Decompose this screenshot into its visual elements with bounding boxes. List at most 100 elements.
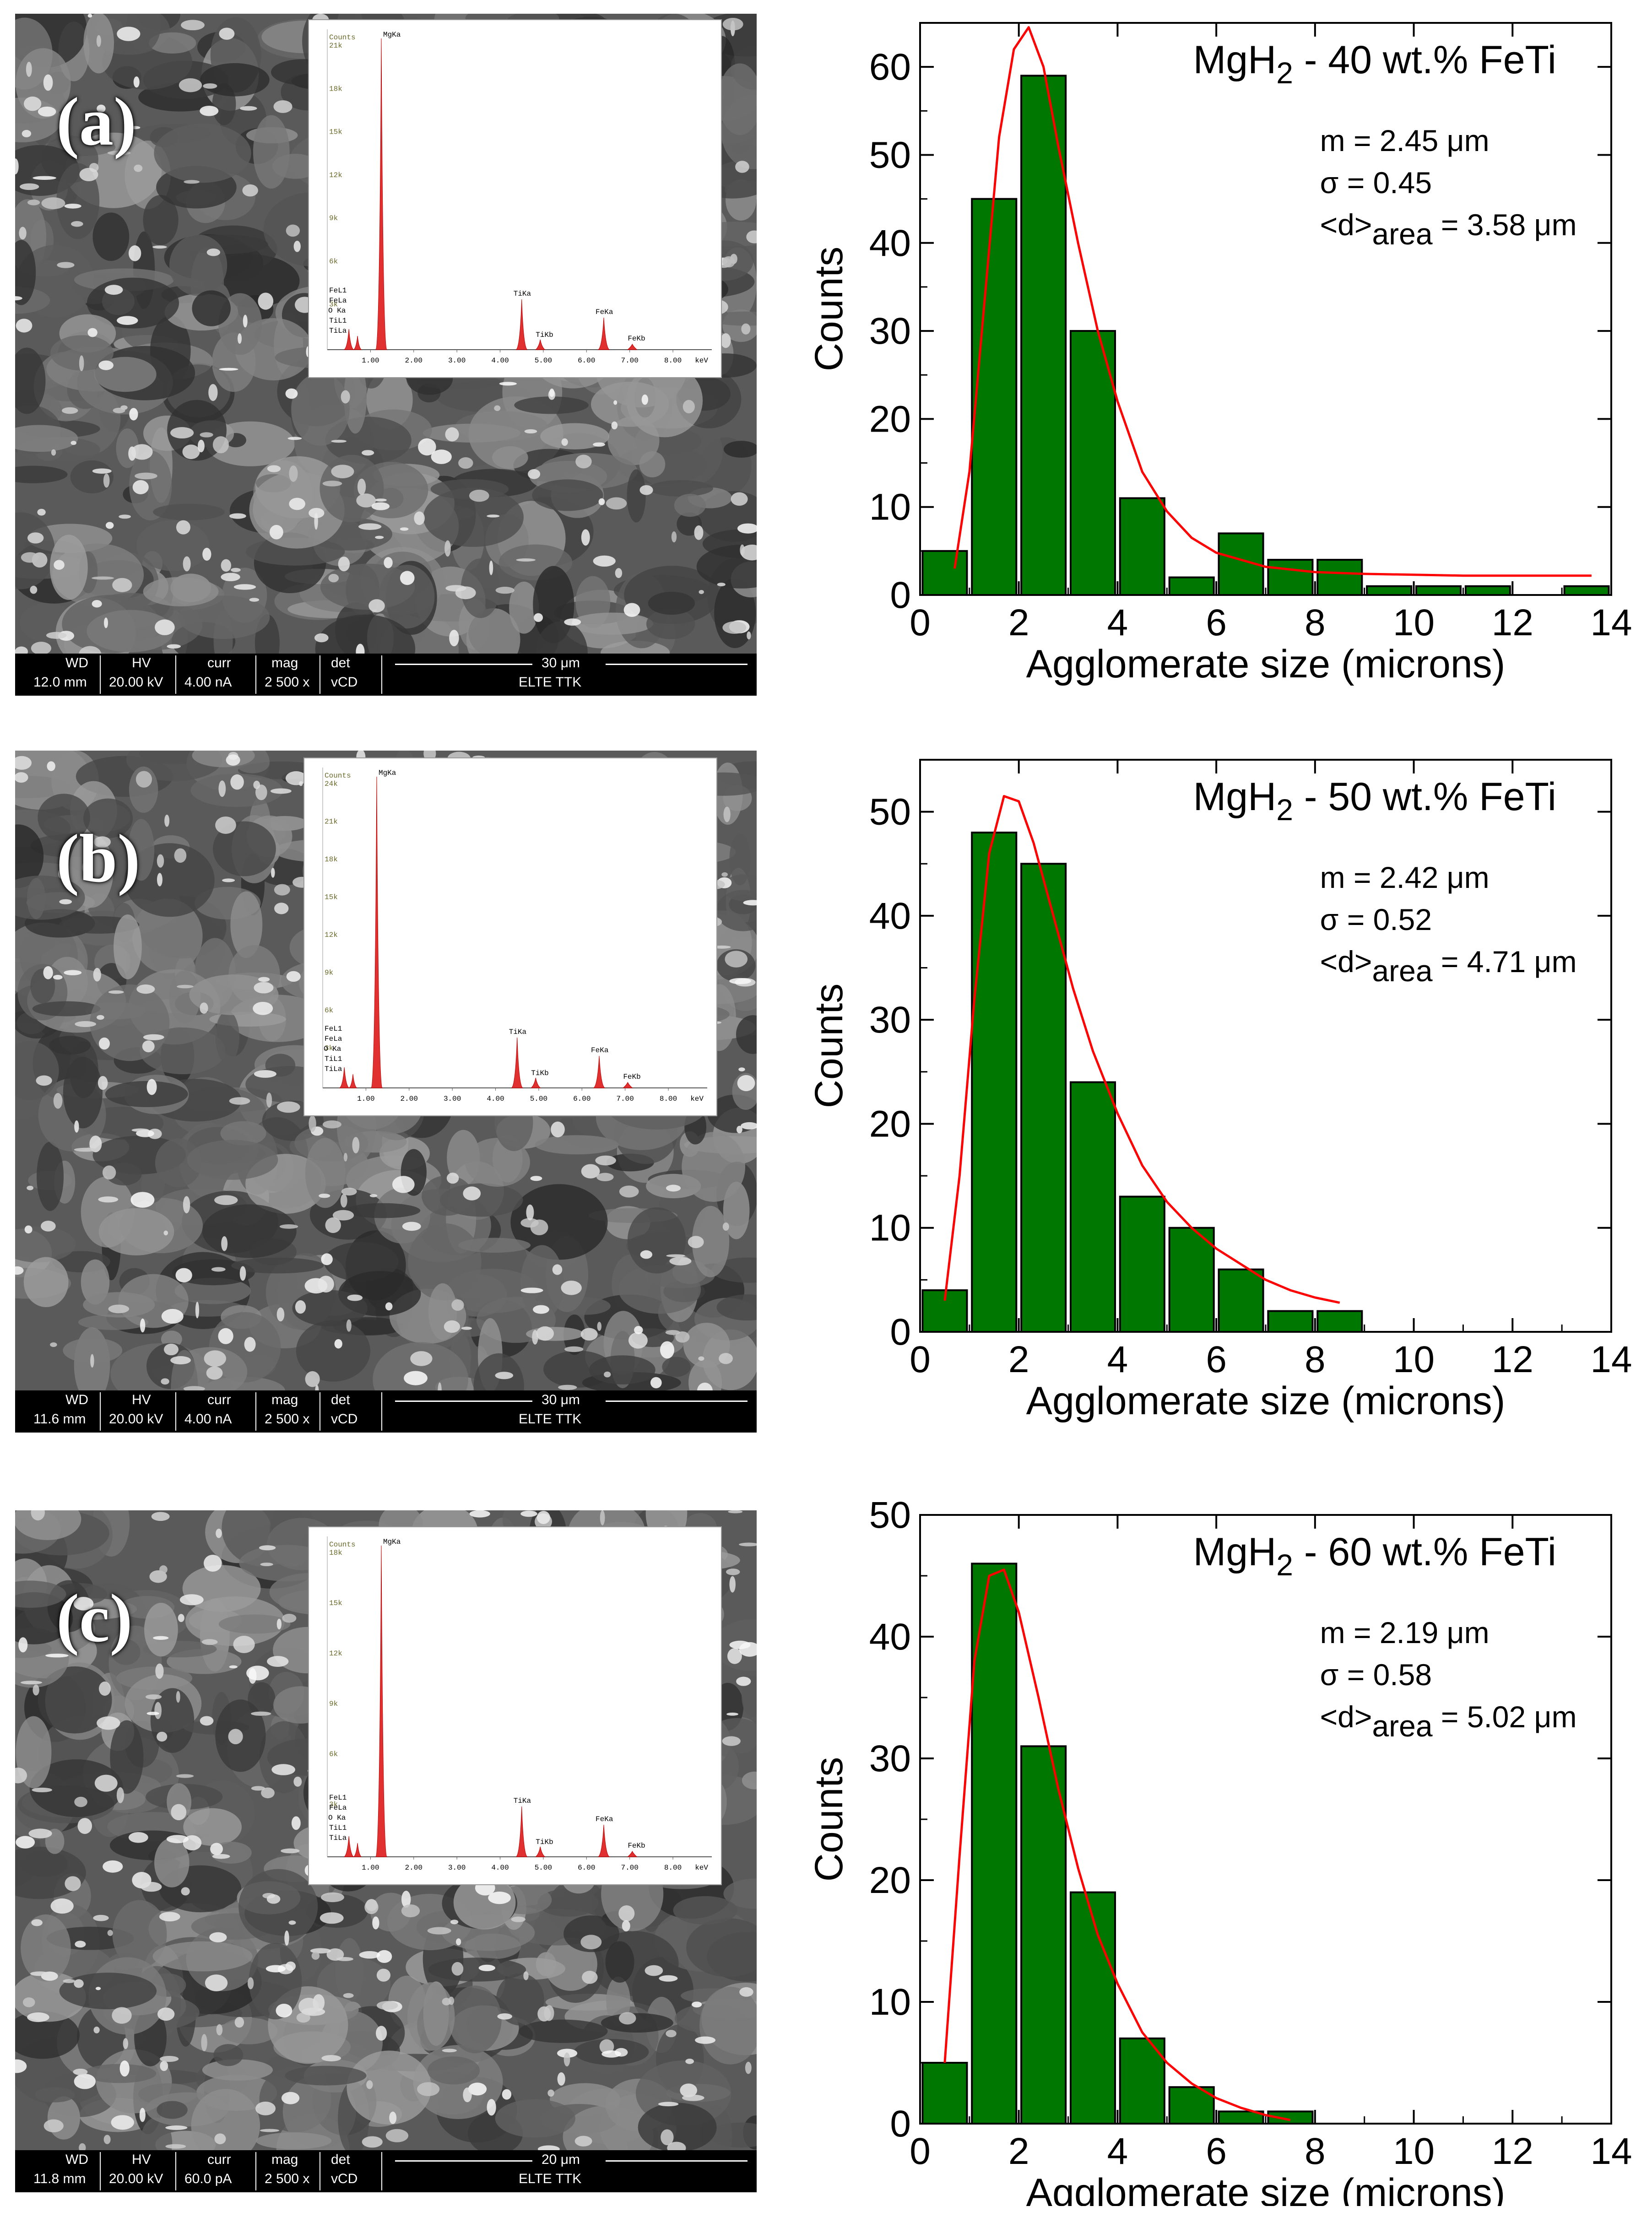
stat-mean-area: <d>area = 5.02 μm xyxy=(1320,1700,1577,1743)
sem-bright-particle xyxy=(343,1152,348,1162)
databar-separator xyxy=(255,655,256,694)
histogram-bar xyxy=(1020,1745,1067,2125)
sem-bright-particle xyxy=(226,754,240,766)
sem-bright-particle xyxy=(247,1977,254,1990)
sem-bright-particle xyxy=(682,2094,704,2101)
sem-bright-particle xyxy=(15,2059,27,2073)
sem-bright-particle xyxy=(251,1786,265,1791)
sem-grain xyxy=(249,1943,302,2020)
eds-xtick: 4.00 xyxy=(491,357,509,365)
sem-bright-particle xyxy=(544,2005,554,2021)
sem-bright-particle xyxy=(179,78,202,92)
sem-bright-particle xyxy=(558,1384,577,1390)
sem-bright-particle xyxy=(181,20,205,31)
databar-header: det xyxy=(331,655,350,671)
sem-bright-particle xyxy=(293,1776,302,1787)
eds-ylabel: Counts xyxy=(329,33,356,42)
sem-bright-particle xyxy=(32,1787,53,1793)
sem-bright-particle xyxy=(285,1961,296,1971)
sem-grain xyxy=(15,1226,76,1263)
sem-bright-particle xyxy=(112,2007,132,2024)
sem-grain xyxy=(183,1808,242,1846)
sem-bright-particle xyxy=(536,1511,550,1524)
sem-bright-particle xyxy=(200,105,219,116)
sem-bright-particle xyxy=(197,439,205,453)
sem-bright-particle xyxy=(305,1371,320,1387)
histogram-a: 0 2 4 6 8 10 12 14 0 10 20 30 40 50 60 Agglomerate size… xyxy=(778,0,1639,705)
sem-bright-particle xyxy=(660,1341,675,1359)
sem-grain xyxy=(153,503,225,520)
databar-header: curr xyxy=(207,1392,231,1407)
eds-xtick: 4.00 xyxy=(487,1095,504,1103)
sem-bright-particle xyxy=(43,966,53,979)
sem-bright-particle xyxy=(38,106,56,117)
sem-bright-particle xyxy=(261,1787,275,1799)
sem-grain xyxy=(15,2011,80,2059)
sem-grain xyxy=(82,2064,157,2083)
databar-separator xyxy=(381,1392,382,1431)
histogram-bar xyxy=(971,832,1018,1333)
sem-bright-particle xyxy=(372,1916,379,1930)
sem-bright-particle xyxy=(450,1920,459,1925)
sem-bright-particle xyxy=(31,1510,45,1521)
histogram-bar xyxy=(1218,2110,1264,2125)
sem-grain xyxy=(126,14,161,52)
x-tick-label: 0 xyxy=(910,602,931,643)
sem-grain xyxy=(161,1330,182,1348)
eds-xtick: 5.00 xyxy=(535,1864,552,1872)
sem-bright-particle xyxy=(694,525,704,540)
lognormal-fit-line xyxy=(943,795,1340,1304)
eds-peak-mgka xyxy=(375,38,388,350)
sem-bright-particle xyxy=(563,2052,570,2067)
sem-grain xyxy=(155,1138,202,1188)
sem-grain xyxy=(407,1982,455,2051)
sem-bright-particle xyxy=(15,756,32,770)
y-tick-label: 30 xyxy=(869,310,911,352)
sem-bright-particle xyxy=(719,1353,733,1364)
databar-value: vCD xyxy=(331,675,358,690)
x-tick-label: 6 xyxy=(1206,2130,1227,2172)
eds-peak-label: O Ka xyxy=(324,1045,341,1053)
sem-grain xyxy=(148,32,196,54)
y-tick-label: 10 xyxy=(869,487,911,528)
eds-peak-label: FeKb xyxy=(623,1073,640,1081)
sem-grain xyxy=(601,2013,673,2033)
x-tick-label: 8 xyxy=(1305,602,1326,643)
sem-bright-particle xyxy=(233,1636,255,1653)
sem-bright-particle xyxy=(737,1125,742,1134)
sem-grain xyxy=(50,335,114,371)
eds-peak xyxy=(353,1843,362,1857)
institution-label: ELTE TTK xyxy=(519,1411,582,1427)
chart-title: MgH2 - 60 wt.% FeTi xyxy=(1193,1530,1556,1582)
eds-peak-tika xyxy=(515,299,528,350)
chart-title: MgH2 - 50 wt.% FeTi xyxy=(1193,775,1556,827)
institution-label: ELTE TTK xyxy=(519,675,582,690)
sem-bright-particle xyxy=(722,18,743,31)
sem-bright-particle xyxy=(176,1774,194,1778)
sem-bright-particle xyxy=(581,1164,600,1179)
histogram-bar xyxy=(971,1563,1018,2125)
sem-bright-particle xyxy=(384,557,393,568)
eds-peak-tikb xyxy=(530,1077,541,1088)
sem-bright-particle xyxy=(95,1987,101,1990)
sem-bright-particle xyxy=(328,573,339,583)
sem-grain xyxy=(215,1011,239,1064)
sem-bright-particle xyxy=(135,472,157,480)
sem-bright-particle xyxy=(53,975,63,980)
sem-grain xyxy=(20,1850,68,1877)
sem-bright-particle xyxy=(200,1002,208,1014)
sem-bright-particle xyxy=(46,632,67,639)
sem-bright-particle xyxy=(208,384,218,401)
sem-bright-particle xyxy=(682,400,695,414)
sem-bright-particle xyxy=(238,333,242,344)
eds-peak-fekb xyxy=(622,1081,633,1088)
eds-peak xyxy=(353,335,362,350)
sem-grain xyxy=(213,821,276,876)
sem-bright-particle xyxy=(182,444,200,460)
databar-value: 60.0 pA xyxy=(184,2171,232,2186)
y-tick-label: 30 xyxy=(869,999,911,1041)
y-tick-label: 20 xyxy=(869,1103,911,1145)
sem-grain xyxy=(648,480,713,497)
eds-ytick: 24k xyxy=(325,780,338,788)
sem-bright-particle xyxy=(722,256,735,268)
